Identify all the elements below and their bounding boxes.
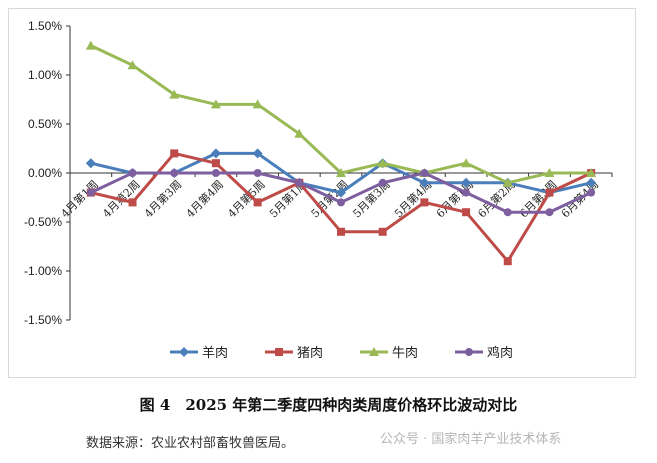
data-point (252, 99, 263, 109)
data-point (586, 177, 597, 188)
legend-marker (465, 348, 473, 356)
data-point (85, 40, 96, 50)
data-point (211, 169, 220, 177)
data-point (378, 227, 387, 236)
data-point (502, 177, 513, 187)
legend-marker (179, 347, 189, 357)
data-point (295, 178, 304, 187)
data-point (169, 89, 180, 99)
data-point (252, 148, 263, 159)
y-tick-label: 0.00% (28, 166, 62, 180)
data-point (419, 177, 430, 188)
data-point (462, 208, 471, 217)
data-point (170, 169, 179, 177)
legend-label: 牛肉 (392, 346, 418, 361)
data-point (462, 188, 471, 197)
y-tick-label: -1.00% (24, 264, 62, 278)
data-point (461, 158, 472, 168)
data-point (420, 198, 429, 207)
data-point (128, 169, 137, 177)
data-point (336, 168, 346, 177)
data-point (337, 198, 345, 207)
data-point (170, 149, 179, 158)
watermark: 公众号 · 国家肉羊产业技术体系 (380, 432, 562, 447)
data-point (461, 177, 472, 188)
y-tick-label: 1.00% (28, 68, 62, 82)
legend-label: 羊肉 (202, 345, 228, 361)
chart-frame (8, 8, 636, 378)
y-tick-label: 0.50% (28, 117, 62, 131)
data-point (545, 188, 554, 197)
data-point (253, 198, 262, 207)
x-tick-label: 4月第4周 (183, 177, 226, 220)
data-point (336, 187, 346, 198)
data-point (127, 60, 138, 70)
data-point (211, 159, 220, 168)
y-tick-label: -1.50% (24, 313, 62, 327)
data-point (210, 148, 221, 159)
data-point (420, 169, 429, 177)
data-point (294, 128, 305, 138)
line-chart: 1.50% 1.00% 0.50% 0.00% -0.50% -1.00% -1.50% 4月… (24, 19, 613, 361)
legend-marker (369, 347, 379, 356)
data-point (503, 257, 512, 266)
data-point (85, 158, 96, 169)
y-tick-label: 1.50% (28, 19, 62, 33)
legend-label: 猪肉 (297, 346, 323, 361)
data-point (545, 208, 554, 217)
x-tick-label: 4月第1周 (58, 177, 101, 220)
data-point (253, 169, 262, 177)
data-point (337, 227, 345, 236)
data-point (503, 208, 512, 217)
data-point (128, 198, 137, 207)
data-point (587, 188, 596, 197)
data-point (586, 168, 597, 177)
figure-caption: 图 4 2025 年第二季度四种肉类周度价格环比波动对比 (139, 396, 518, 414)
data-point (378, 178, 387, 187)
data-point (86, 188, 95, 197)
legend-label: 鸡肉 (487, 345, 513, 361)
data-point (377, 158, 388, 168)
data-point (544, 168, 555, 177)
data-point (210, 99, 221, 109)
y-tick-label: -0.50% (24, 215, 62, 229)
legend-marker (275, 348, 283, 356)
data-source: 数据来源：农业农村部畜牧兽医局。 (86, 436, 295, 451)
